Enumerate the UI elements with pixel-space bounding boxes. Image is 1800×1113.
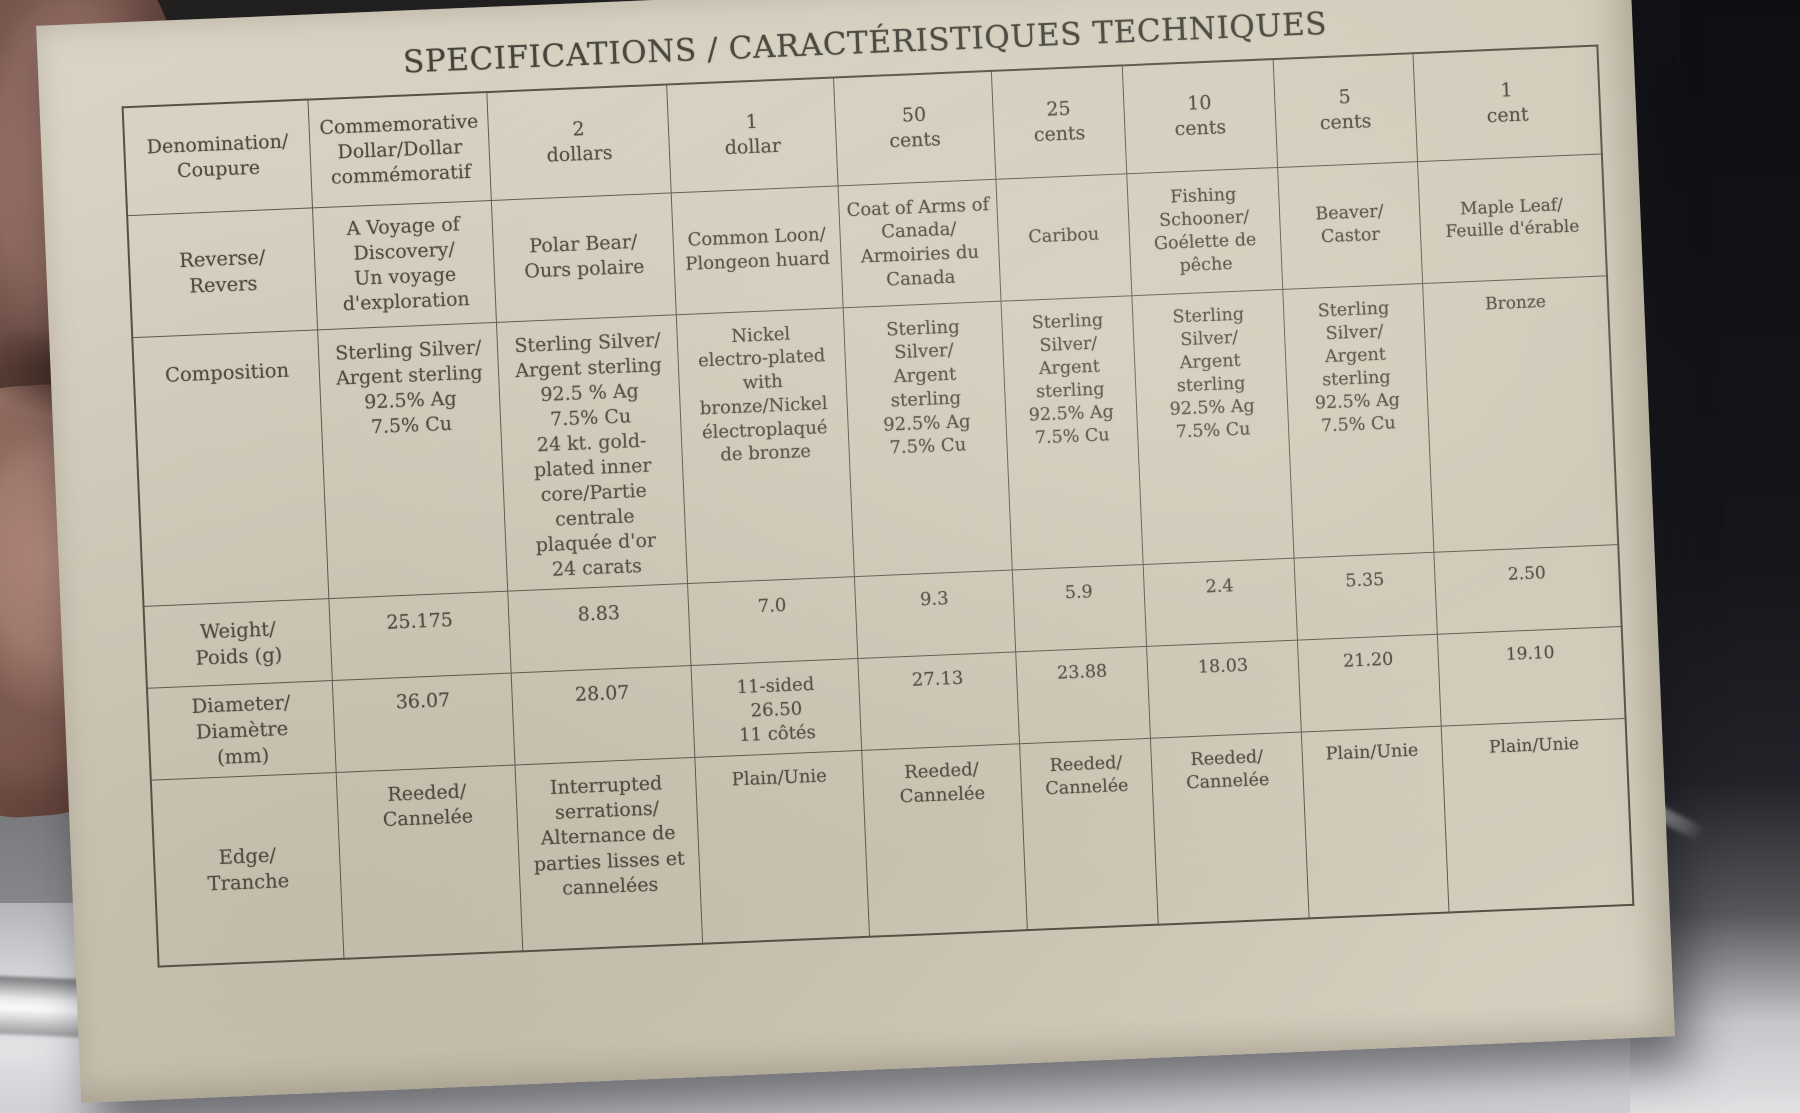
table-cell: 23.88: [1015, 646, 1151, 745]
table-cell: A Voyage of Discovery/ Un voyage d'explo…: [312, 199, 497, 330]
row-header: Edge/ Tranche: [150, 772, 345, 967]
column-header: Commemorative Dollar/Dollar commémoratif: [308, 92, 492, 208]
table-cell: Interrupted serrations/ Alternance de pa…: [515, 757, 703, 952]
spec-table-body: Reverse/ Revers A Voyage of Discovery/ Un…: [127, 153, 1634, 967]
table-cell: 27.13: [857, 652, 1020, 751]
table-cell: Plain/Unie: [1441, 718, 1634, 913]
table-cell: Reeded/ Cannelée: [861, 744, 1028, 937]
table-cell: 5.35: [1293, 552, 1438, 641]
row-header: Reverse/ Revers: [127, 207, 319, 338]
column-header: 2 dollars: [486, 84, 672, 200]
spec-table: Denomination/ Coupure Commemorative Dolla…: [121, 44, 1635, 968]
column-header: 5 cents: [1272, 53, 1418, 168]
table-cell: 19.10: [1437, 626, 1626, 727]
paper-card: SPECIFICATIONS / CARACTÉRISTIQUES TECHNI…: [36, 0, 1675, 1103]
table-cell: 8.83: [507, 583, 692, 674]
table-cell: Reeded/ Cannelée: [1019, 738, 1159, 930]
table-cell: Sterling Silver/ Argent sterling 92.5 % …: [496, 314, 688, 592]
table-cell: 25.175: [329, 591, 512, 681]
row-header: Diameter/ Diamètre (mm): [146, 680, 337, 781]
table-cell: Fishing Schooner/ Goélette de pêche: [1126, 167, 1283, 296]
table-cell: Reeded/ Cannelée: [336, 765, 523, 959]
column-header: 10 cents: [1122, 59, 1278, 174]
row-header: Composition: [132, 329, 330, 607]
table-cell: Sterling Silver/ Argent sterling 92.5% A…: [843, 300, 1013, 577]
table-cell: Beaver/ Castor: [1277, 161, 1423, 289]
table-cell: Common Loon/ Plongeon huard: [671, 185, 844, 315]
table-cell: 9.3: [854, 570, 1016, 659]
column-header: 50 cents: [833, 70, 996, 186]
table-cell: Reeded/ Cannelée: [1150, 732, 1309, 925]
column-header: Denomination/ Coupure: [122, 99, 313, 216]
table-cell: Polar Bear/ Ours polaire: [491, 192, 677, 322]
table-cell: Coat of Arms of Canada/ Armoiries du Can…: [837, 178, 1001, 308]
column-header: 25 cents: [991, 65, 1127, 179]
table-cell: 7.0: [687, 576, 858, 666]
table-cell: Sterling Silver/ Argent sterling 92.5% A…: [318, 321, 508, 599]
table-cell: Caribou: [995, 173, 1133, 301]
table-cell: Bronze: [1422, 275, 1619, 553]
table-cell: 21.20: [1297, 634, 1442, 733]
table-cell: 11-sided 26.50 11 côtés: [691, 658, 862, 758]
column-header: 1 dollar: [666, 77, 838, 193]
table-cell: 2.50: [1433, 544, 1622, 635]
table-cell: Plain/Unie: [694, 750, 870, 944]
table-cell: Maple Leaf/ Feuille d'érable: [1417, 153, 1607, 284]
table-cell: Sterling Silver/ Argent sterling 92.5% A…: [1282, 283, 1434, 559]
table-cell: 18.03: [1146, 640, 1302, 739]
table-cell: 5.9: [1012, 564, 1147, 653]
row-header: Weight/ Poids (g): [143, 598, 333, 689]
table-cell: 28.07: [511, 665, 695, 766]
table-cell: Sterling Silver/ Argent sterling 92.5% A…: [1000, 295, 1144, 571]
table-cell: Plain/Unie: [1301, 726, 1449, 919]
column-header: 1 cent: [1412, 45, 1602, 162]
table-cell: Nickel electro-plated with bronze/Nickel…: [676, 307, 855, 584]
table-cell: 36.07: [332, 673, 516, 773]
table-cell: Sterling Silver/ Argent sterling 92.5% A…: [1132, 288, 1294, 565]
table-cell: 2.4: [1143, 558, 1298, 647]
